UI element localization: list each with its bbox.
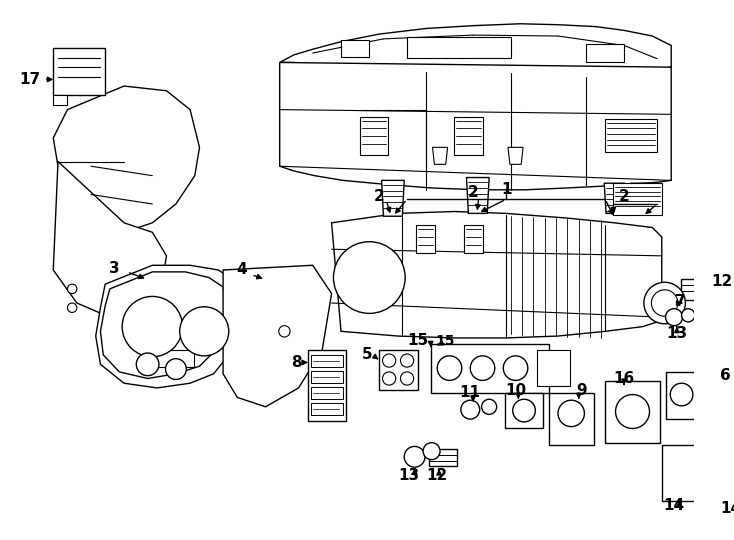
- Bar: [379, 350, 418, 390]
- Circle shape: [122, 296, 183, 357]
- Circle shape: [333, 242, 405, 313]
- Circle shape: [180, 307, 229, 356]
- Bar: [680, 279, 707, 300]
- Text: 15: 15: [435, 334, 454, 348]
- Text: 12: 12: [711, 274, 732, 289]
- Circle shape: [504, 356, 528, 380]
- Bar: [454, 117, 482, 155]
- Circle shape: [666, 309, 683, 326]
- Circle shape: [513, 399, 535, 422]
- Polygon shape: [54, 96, 68, 105]
- Bar: [416, 225, 435, 253]
- Polygon shape: [280, 63, 671, 190]
- Circle shape: [68, 303, 77, 313]
- Circle shape: [166, 359, 186, 380]
- Text: 17: 17: [19, 72, 40, 87]
- Circle shape: [558, 400, 584, 427]
- Bar: [407, 37, 511, 58]
- Bar: [431, 343, 548, 393]
- Text: 16: 16: [614, 371, 635, 386]
- Bar: [429, 449, 457, 466]
- Text: 4: 4: [236, 262, 247, 278]
- Polygon shape: [101, 272, 226, 379]
- Circle shape: [68, 284, 77, 294]
- Bar: [464, 225, 482, 253]
- Circle shape: [470, 356, 495, 380]
- Polygon shape: [54, 86, 200, 232]
- Circle shape: [401, 372, 414, 385]
- Bar: [154, 350, 194, 367]
- Polygon shape: [280, 24, 671, 75]
- Text: 2: 2: [619, 189, 630, 204]
- Text: 3: 3: [109, 261, 120, 275]
- Bar: [505, 393, 543, 429]
- Text: 7: 7: [675, 294, 686, 309]
- Bar: [719, 454, 734, 506]
- Circle shape: [423, 443, 440, 460]
- Circle shape: [137, 353, 159, 376]
- Bar: [310, 403, 343, 415]
- Bar: [310, 387, 343, 399]
- Text: 10: 10: [505, 383, 526, 399]
- Text: 13: 13: [399, 468, 420, 483]
- Polygon shape: [223, 265, 332, 407]
- Polygon shape: [332, 212, 662, 338]
- Text: 1: 1: [501, 183, 512, 197]
- Text: 11: 11: [459, 385, 481, 400]
- Circle shape: [482, 399, 497, 414]
- Polygon shape: [467, 178, 489, 213]
- Text: 8: 8: [291, 355, 302, 370]
- Bar: [586, 44, 624, 63]
- Bar: [308, 350, 346, 421]
- Bar: [662, 444, 715, 501]
- Circle shape: [404, 447, 425, 467]
- Bar: [666, 372, 716, 419]
- Text: 15: 15: [407, 333, 429, 348]
- Bar: [605, 381, 660, 443]
- Polygon shape: [95, 265, 237, 388]
- Text: 5: 5: [362, 347, 373, 362]
- Polygon shape: [54, 161, 167, 317]
- Circle shape: [382, 372, 396, 385]
- Circle shape: [651, 290, 677, 316]
- Text: 13: 13: [666, 326, 688, 341]
- Text: 2: 2: [468, 185, 479, 200]
- Bar: [54, 48, 105, 96]
- Circle shape: [437, 356, 462, 380]
- Bar: [341, 40, 369, 57]
- Circle shape: [616, 395, 650, 429]
- Polygon shape: [508, 147, 523, 164]
- Circle shape: [382, 354, 396, 367]
- Circle shape: [670, 383, 693, 406]
- Bar: [537, 350, 570, 386]
- Bar: [310, 355, 343, 367]
- Polygon shape: [604, 183, 625, 213]
- Polygon shape: [382, 180, 404, 216]
- Polygon shape: [432, 147, 448, 164]
- Bar: [310, 371, 343, 383]
- Circle shape: [461, 400, 480, 419]
- Text: 2: 2: [374, 189, 384, 204]
- Circle shape: [279, 326, 290, 337]
- Bar: [360, 117, 388, 155]
- Circle shape: [644, 282, 686, 324]
- Text: 14: 14: [720, 501, 734, 516]
- Circle shape: [682, 309, 695, 322]
- Text: 6: 6: [720, 368, 731, 383]
- Bar: [548, 393, 594, 444]
- Circle shape: [401, 354, 414, 367]
- Text: 9: 9: [576, 383, 587, 399]
- Bar: [605, 119, 657, 152]
- Text: 14: 14: [664, 498, 685, 514]
- Bar: [613, 183, 662, 215]
- Text: 12: 12: [426, 468, 448, 483]
- Polygon shape: [631, 183, 651, 213]
